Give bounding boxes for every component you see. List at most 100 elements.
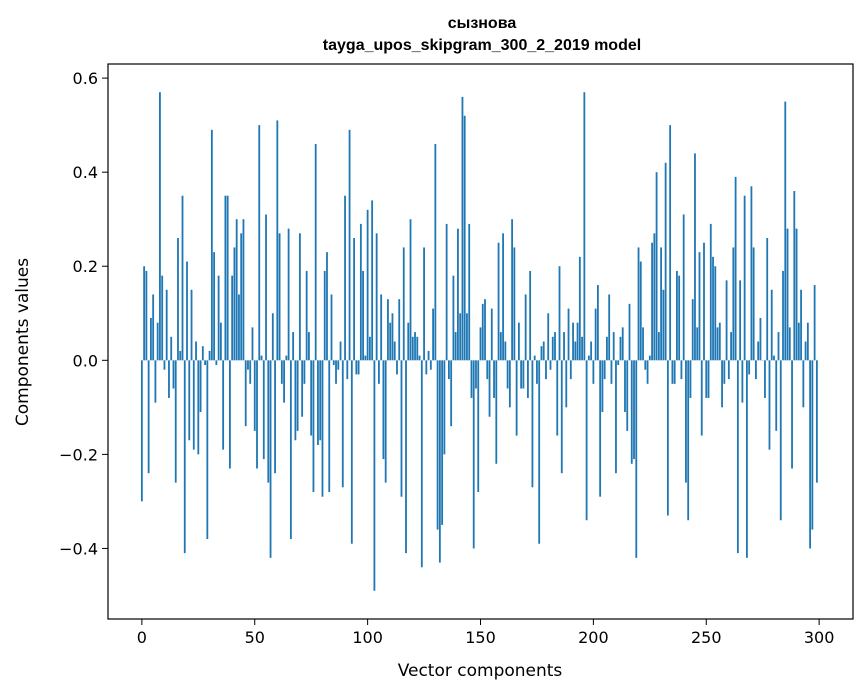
bar (323, 270, 326, 361)
x-tick-label: 150 (465, 628, 496, 647)
y-axis-label: Components values (13, 258, 33, 426)
bar (398, 299, 401, 361)
bar (321, 360, 324, 497)
bar (172, 360, 175, 389)
bar (617, 360, 620, 366)
bar (522, 360, 525, 389)
bar (788, 327, 791, 361)
bar (219, 322, 222, 361)
bar (319, 360, 322, 441)
bar (233, 247, 236, 361)
bar (493, 360, 495, 398)
bar (391, 313, 394, 361)
bar (312, 360, 315, 492)
bar (461, 96, 464, 361)
bar (782, 270, 784, 361)
bar (662, 289, 665, 361)
bar (149, 317, 152, 361)
bar (418, 355, 421, 361)
bar (687, 360, 690, 521)
x-tick-label: 100 (352, 628, 383, 647)
bar (529, 270, 532, 361)
bar (797, 322, 800, 361)
bar (669, 125, 672, 361)
bar (434, 143, 437, 361)
bar (470, 360, 473, 398)
bar (660, 247, 663, 361)
bar (445, 223, 448, 361)
bar (676, 270, 678, 361)
bar (274, 360, 276, 474)
bar (517, 322, 520, 361)
bar (317, 360, 319, 445)
bar (581, 336, 583, 361)
bar (231, 275, 234, 361)
bar (195, 341, 197, 361)
bar (689, 360, 692, 398)
bar (540, 346, 543, 361)
bar (168, 360, 170, 398)
bar (513, 247, 516, 361)
bar (682, 214, 685, 361)
chart-title: сызнова (448, 15, 517, 32)
bar (332, 360, 335, 366)
bar (278, 233, 281, 361)
bar (414, 332, 416, 361)
bar (159, 92, 161, 361)
bar (226, 195, 229, 361)
bar (423, 247, 425, 361)
bar (466, 313, 468, 361)
bar (217, 275, 220, 361)
bar (335, 360, 337, 384)
y-tick-label: −0.2 (59, 445, 98, 464)
bar (657, 332, 660, 361)
bar (578, 256, 581, 361)
bar (384, 360, 387, 483)
bar (269, 360, 272, 558)
bar (599, 360, 602, 497)
bar (653, 233, 656, 361)
bar (700, 360, 703, 436)
bar (773, 355, 775, 361)
bar (533, 355, 536, 361)
bar (777, 332, 780, 361)
bar (346, 360, 349, 380)
bar (292, 332, 295, 361)
bar (545, 360, 547, 380)
bar (596, 285, 599, 361)
x-tick-label: 200 (578, 628, 609, 647)
bar (186, 261, 188, 361)
bar (378, 360, 380, 384)
bar (298, 233, 301, 361)
bar (247, 360, 249, 370)
bar (238, 294, 240, 361)
bar (301, 360, 304, 417)
bar (373, 360, 376, 591)
bar (554, 332, 556, 361)
bar (280, 360, 283, 384)
bar (328, 360, 331, 492)
bar (303, 360, 306, 384)
bar (256, 360, 258, 469)
bar (265, 214, 267, 361)
bar (565, 360, 568, 408)
bar (538, 360, 541, 544)
bar (152, 294, 155, 361)
bar (330, 294, 333, 361)
bar (748, 360, 751, 375)
bar (477, 360, 480, 492)
bar (188, 360, 191, 441)
bar (405, 360, 407, 554)
y-axis: −0.4 −0.2 0.0 0.2 0.4 0.6 (59, 69, 108, 558)
bar (745, 360, 748, 558)
bar (499, 332, 502, 361)
bar (213, 252, 216, 361)
x-axis: 0 50 100 150 200 250 300 (137, 619, 834, 647)
bar (210, 129, 213, 361)
bar (364, 355, 367, 361)
bar (350, 360, 353, 544)
y-tick-label: 0.0 (73, 351, 98, 370)
bar (732, 247, 735, 361)
bar (531, 360, 534, 488)
bar (244, 360, 247, 427)
